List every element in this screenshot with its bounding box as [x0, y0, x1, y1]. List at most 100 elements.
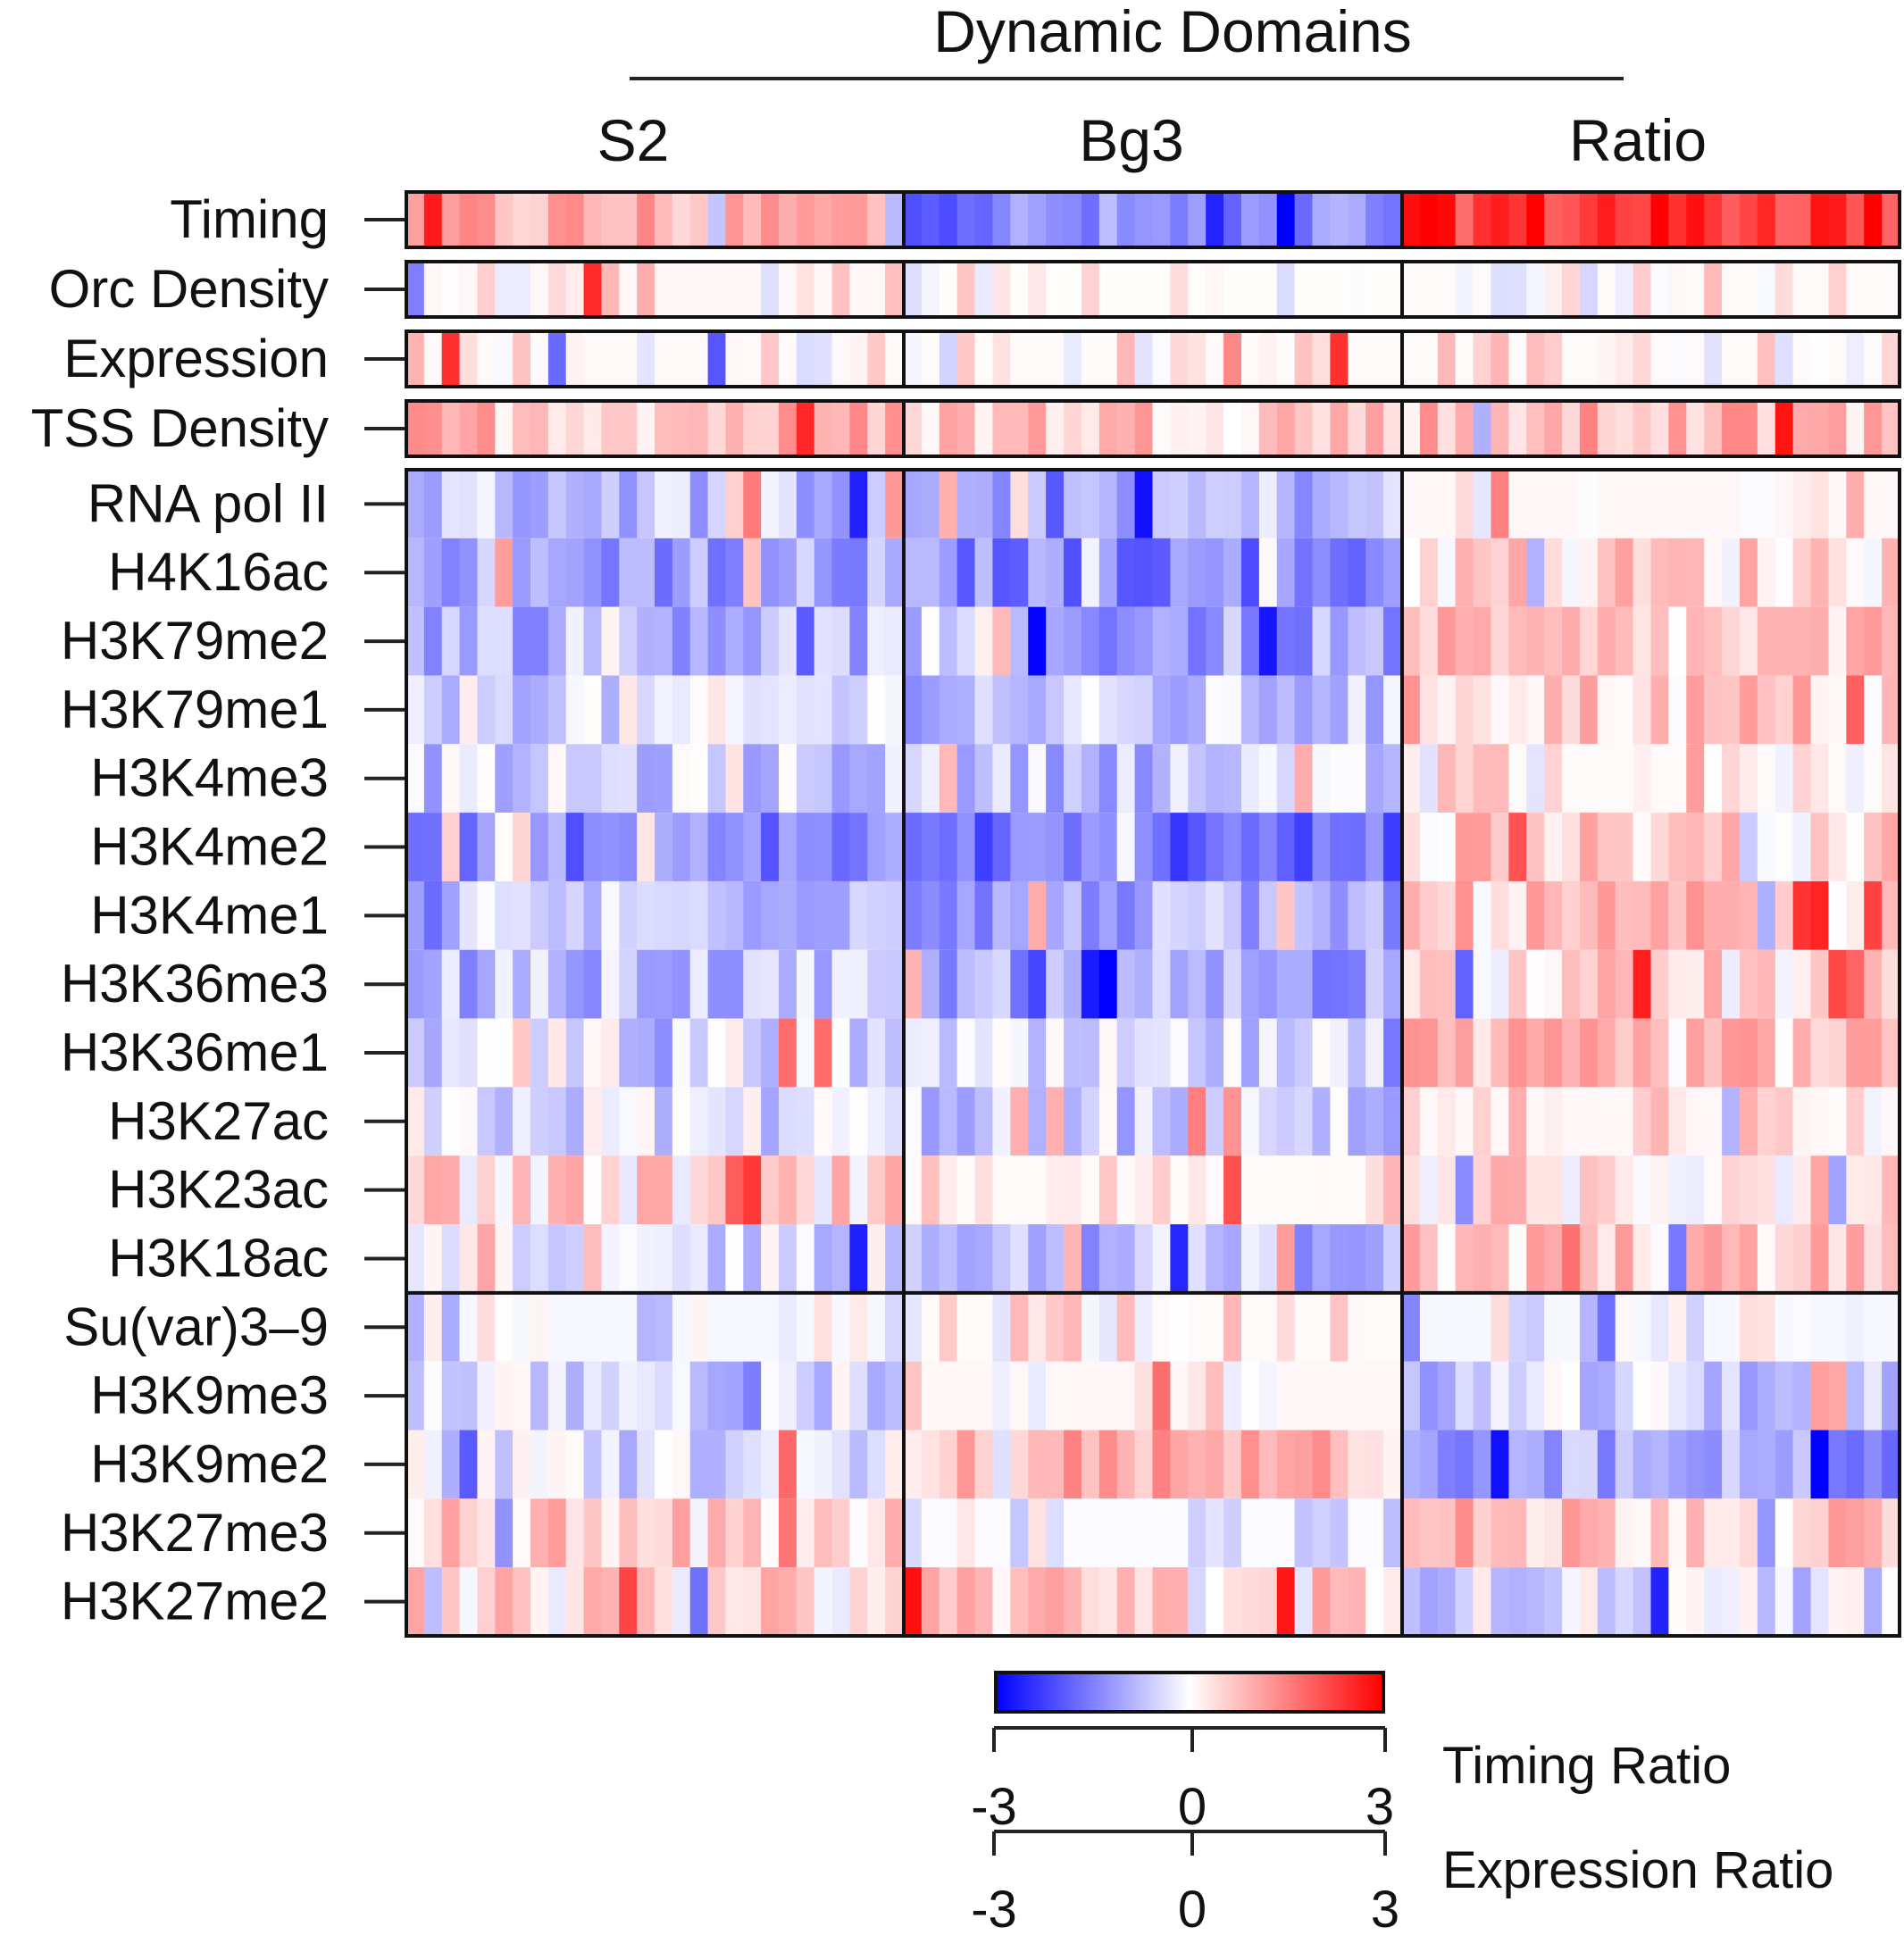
heatmap-cell	[1792, 1498, 1812, 1568]
heatmap-cell	[1828, 1155, 1847, 1225]
heatmap-cell	[1116, 675, 1136, 745]
heatmap-cell	[1188, 1498, 1207, 1568]
heatmap-cell	[904, 538, 923, 607]
heatmap-cell	[831, 331, 851, 387]
heatmap-cell	[1562, 675, 1581, 745]
heatmap-cell	[530, 331, 549, 387]
heatmap-cell	[1473, 1292, 1492, 1362]
heatmap-cell	[1402, 262, 1421, 317]
heatmap-cell	[1882, 813, 1900, 881]
heatmap-cell	[831, 1361, 851, 1431]
heatmap-cell	[637, 1018, 656, 1088]
heatmap-cell	[1046, 1498, 1065, 1568]
heatmap-cell	[689, 1018, 709, 1088]
heatmap-cell	[1223, 1292, 1242, 1362]
heatmap-cell	[619, 1155, 638, 1225]
heatmap-cell	[1206, 1018, 1224, 1088]
heatmap-cell	[689, 1155, 709, 1225]
heatmap-cell	[689, 1087, 709, 1156]
heatmap-cell	[601, 331, 620, 387]
heatmap-cell	[761, 1018, 780, 1088]
heatmap-cell	[1010, 1155, 1029, 1225]
heatmap-cell	[1294, 1430, 1314, 1499]
heatmap-cell	[885, 675, 904, 745]
heatmap-cell	[1402, 470, 1421, 538]
heatmap-cell	[1668, 1155, 1687, 1225]
heatmap-cell	[849, 1567, 868, 1636]
heatmap-cell	[1757, 1361, 1776, 1431]
heatmap-cell	[779, 538, 798, 607]
heatmap-cell	[459, 1087, 479, 1156]
heatmap-cell	[619, 331, 638, 387]
heatmap-cell	[904, 1567, 923, 1636]
heatmap-cell	[831, 880, 851, 950]
heatmap-cell	[796, 1292, 815, 1362]
heatmap-cell	[1294, 470, 1314, 538]
heatmap-cell	[1064, 1430, 1082, 1499]
heatmap-cell	[672, 1018, 691, 1088]
heatmap-cell	[904, 331, 923, 387]
heatmap-cell	[974, 675, 994, 745]
heatmap-cell	[672, 606, 691, 676]
heatmap-cell	[1206, 813, 1224, 881]
heatmap-cell	[1792, 1292, 1812, 1362]
heatmap-cells	[406, 192, 1900, 1636]
heatmap-cell	[459, 1292, 479, 1362]
heatmap-cell	[441, 470, 461, 538]
heatmap-cell	[1046, 470, 1065, 538]
heatmap-cell	[725, 1018, 744, 1088]
heatmap-cell	[849, 331, 868, 387]
heatmap-cell	[1491, 1155, 1509, 1225]
heatmap-cell	[1294, 1361, 1314, 1431]
heatmap-cell	[1562, 1155, 1581, 1225]
heatmap-cell	[1473, 1224, 1492, 1293]
heatmap-cell	[513, 949, 531, 1019]
heatmap-cell	[1597, 744, 1616, 813]
heatmap-cell	[1152, 1498, 1171, 1568]
heatmap-cell	[1722, 1018, 1741, 1088]
heatmap-cell	[885, 1361, 904, 1431]
heatmap-cell	[1134, 880, 1154, 950]
heatmap-cell	[423, 1224, 443, 1293]
heatmap-cell	[1846, 880, 1865, 950]
heatmap-cell	[1792, 813, 1812, 881]
heatmap-cell	[619, 880, 638, 950]
heatmap-cell	[1240, 813, 1260, 881]
heatmap-cell	[939, 1567, 958, 1636]
heatmap-cell	[583, 606, 603, 676]
heatmap-cell	[761, 744, 780, 813]
heatmap-cell	[992, 949, 1011, 1019]
heatmap-cell	[992, 1430, 1011, 1499]
heatmap-cell	[1615, 606, 1634, 676]
heatmap-cell	[601, 1224, 620, 1293]
heatmap-cell	[939, 1018, 958, 1088]
heatmap-cell	[1828, 1292, 1847, 1362]
heatmap-cell	[1010, 262, 1029, 317]
heatmap-cell	[619, 262, 638, 317]
heatmap-cell	[672, 949, 691, 1019]
heatmap-cell	[1134, 675, 1154, 745]
heatmap-cell	[1188, 538, 1207, 607]
heatmap-cell	[1223, 1224, 1242, 1293]
heatmap-cell	[1864, 1498, 1883, 1568]
heatmap-cell	[423, 675, 443, 745]
heatmap-cell	[1258, 606, 1278, 676]
heatmap-cell	[459, 1498, 479, 1568]
expression-tick-mid: 0	[1178, 1881, 1207, 1939]
heatmap-cell	[814, 1087, 833, 1156]
heatmap-cell	[513, 1361, 531, 1431]
heatmap-cell	[939, 1087, 958, 1156]
heatmap-cell	[1544, 1430, 1563, 1499]
heatmap-cell	[1775, 1430, 1794, 1499]
heatmap-cell	[796, 949, 815, 1019]
heatmap-cell	[1775, 1567, 1794, 1636]
heatmap-cell	[583, 401, 603, 456]
heatmap-cell	[1206, 880, 1224, 950]
heatmap-cell	[1098, 813, 1118, 881]
heatmap-cell	[1526, 949, 1545, 1019]
heatmap-cell	[637, 401, 656, 456]
heatmap-cell	[1668, 470, 1687, 538]
heatmap-cell	[1668, 538, 1687, 607]
heatmap-cell	[1508, 1498, 1527, 1568]
heatmap-cell	[1668, 744, 1687, 813]
